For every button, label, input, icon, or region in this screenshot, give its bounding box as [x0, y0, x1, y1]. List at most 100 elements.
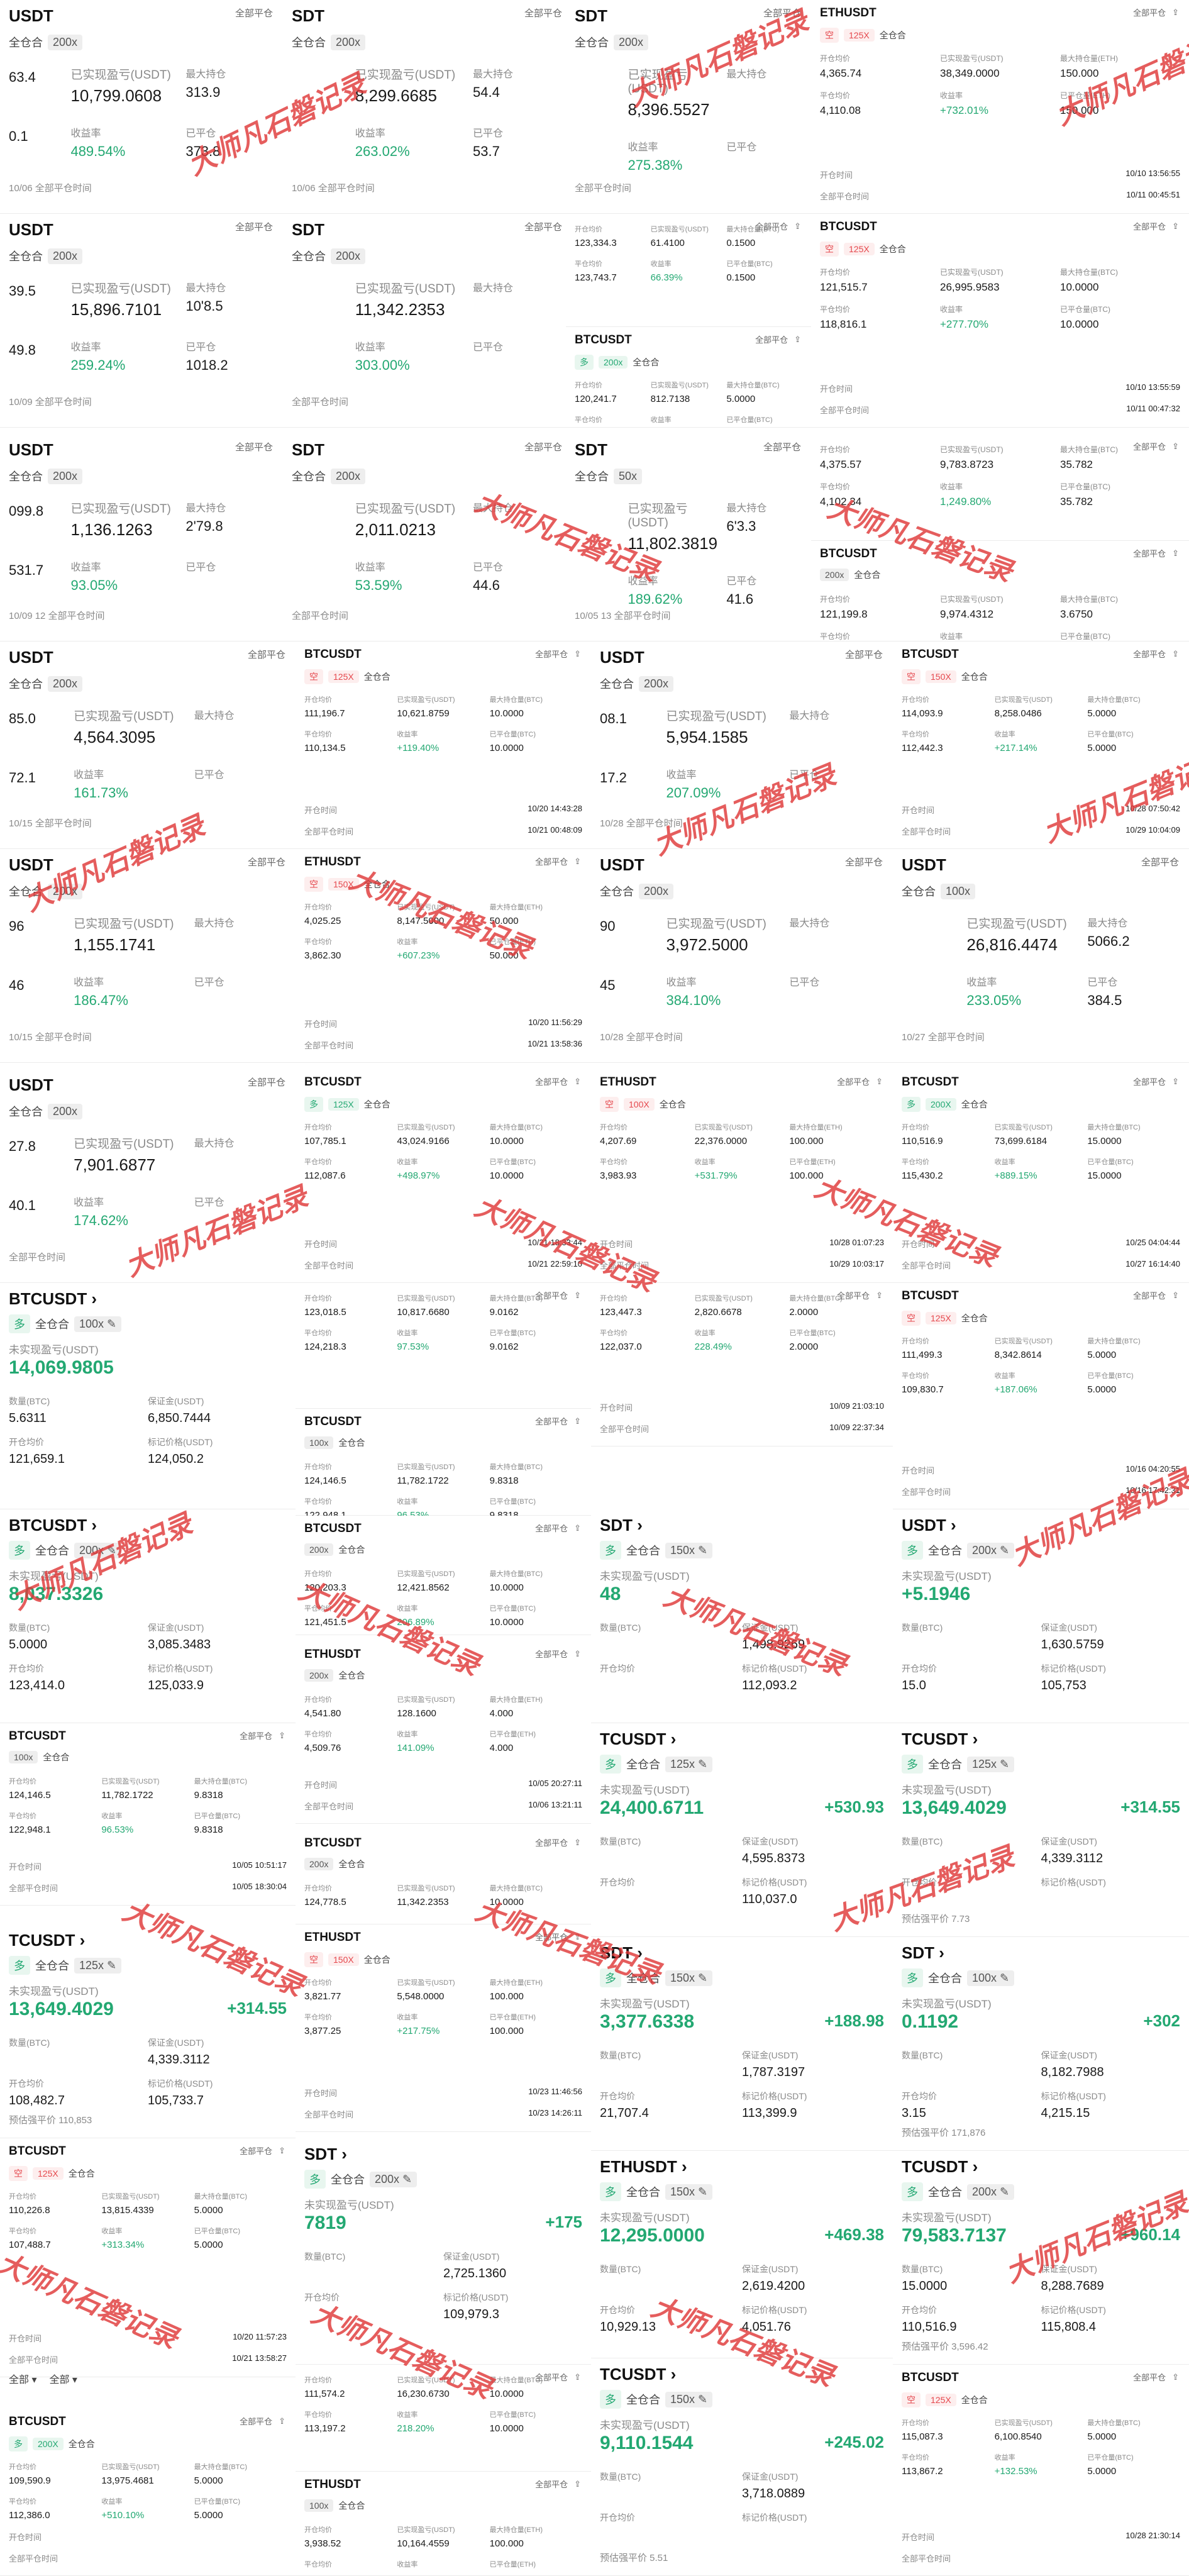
share-icon[interactable]: ⇪	[1172, 7, 1179, 17]
share-icon[interactable]: ⇪	[876, 1076, 883, 1086]
leverage-tag[interactable]: 200x ✎	[967, 2184, 1015, 2200]
full-close-link[interactable]: 全部平仓 ⇪	[240, 1729, 285, 1741]
full-close-link[interactable]: 全部平仓	[524, 8, 562, 19]
full-close-label[interactable]: 全部平仓	[1133, 222, 1166, 231]
share-icon[interactable]: ⇪	[574, 1931, 581, 1941]
leverage-tag[interactable]: 150x ✎	[665, 1970, 713, 1986]
full-close-link[interactable]: 全部平仓 ⇪	[1133, 648, 1179, 660]
full-close-label[interactable]: 全部平仓	[535, 1650, 568, 1659]
full-close-link[interactable]: 全部平仓 ⇪	[1133, 6, 1179, 18]
share-icon[interactable]: ⇪	[1172, 221, 1179, 231]
filter-all-dropdown-2[interactable]: 全部 ▾	[49, 2375, 77, 2385]
share-icon[interactable]: ⇪	[1172, 441, 1179, 451]
full-close-link[interactable]: 全部平仓	[235, 222, 273, 233]
full-close-link[interactable]: 全部平仓	[844, 857, 883, 868]
full-close-link[interactable]: 全部平仓 ⇪	[755, 220, 801, 232]
filter-all-dropdown[interactable]: 全部 ▾	[9, 2375, 37, 2385]
full-close-link[interactable]: 全部平仓 ⇪	[535, 1415, 581, 1427]
leverage-tag[interactable]: 150x ✎	[665, 1542, 713, 1558]
full-close-link[interactable]: 全部平仓 ⇪	[837, 1289, 883, 1301]
full-close-label[interactable]: 全部平仓	[535, 1838, 568, 1848]
full-close-link[interactable]: 全部平仓 ⇪	[1133, 2371, 1179, 2383]
share-icon[interactable]: ⇪	[574, 2372, 581, 2382]
share-icon[interactable]: ⇪	[1172, 1076, 1179, 1086]
full-close-label[interactable]: 全部平仓	[240, 1731, 273, 1741]
share-icon[interactable]: ⇪	[1172, 548, 1179, 558]
full-close-link[interactable]: 全部平仓 ⇪	[535, 1836, 581, 1848]
full-close-link[interactable]: 全部平仓 ⇪	[535, 2478, 581, 2490]
full-close-link[interactable]: 全部平仓 ⇪	[1133, 220, 1179, 232]
full-close-link[interactable]: 全部平仓	[844, 650, 883, 660]
full-close-label[interactable]: 全部平仓	[535, 1417, 568, 1426]
full-close-link[interactable]: 全部平仓 ⇪	[240, 2415, 285, 2427]
leverage-tag[interactable]: 200x ✎	[967, 1542, 1015, 1558]
full-close-link[interactable]: 全部平仓 ⇪	[535, 1931, 581, 1943]
share-icon[interactable]: ⇪	[574, 856, 581, 866]
full-close-link[interactable]: 全部平仓 ⇪	[1133, 547, 1179, 559]
full-close-link[interactable]: 全部平仓 ⇪	[535, 1648, 581, 1660]
full-close-label[interactable]: 全部平仓	[535, 2373, 568, 2382]
full-close-link[interactable]: 全部平仓	[524, 442, 562, 453]
share-icon[interactable]: ⇪	[876, 1290, 883, 1300]
full-close-link[interactable]: 全部平仓	[763, 442, 801, 453]
full-close-label[interactable]: 全部平仓	[535, 1933, 568, 1942]
full-close-link[interactable]: 全部平仓	[247, 857, 285, 868]
leverage-tag[interactable]: 150x ✎	[665, 2391, 713, 2407]
full-close-label[interactable]: 全部平仓	[1133, 8, 1166, 18]
share-icon[interactable]: ⇪	[574, 1290, 581, 1300]
share-icon[interactable]: ⇪	[1172, 648, 1179, 658]
share-icon[interactable]: ⇪	[574, 2479, 581, 2489]
full-close-label[interactable]: 全部平仓	[1133, 1077, 1166, 1087]
leverage-tag[interactable]: 200x ✎	[74, 1542, 122, 1558]
full-close-link[interactable]: 全部平仓 ⇪	[1133, 1075, 1179, 1087]
full-close-link[interactable]: 全部平仓	[247, 1077, 285, 1088]
full-close-label[interactable]: 全部平仓	[1133, 442, 1166, 452]
share-icon[interactable]: ⇪	[279, 1730, 285, 1740]
full-close-link[interactable]: 全部平仓	[524, 222, 562, 233]
full-close-label[interactable]: 全部平仓	[240, 2417, 273, 2426]
full-close-label[interactable]: 全部平仓	[755, 335, 788, 345]
full-close-link[interactable]: 全部平仓 ⇪	[755, 333, 801, 345]
leverage-tag[interactable]: 100x ✎	[74, 1316, 122, 1332]
full-close-label[interactable]: 全部平仓	[240, 2146, 273, 2156]
full-close-label[interactable]: 全部平仓	[535, 1291, 568, 1301]
full-close-label[interactable]: 全部平仓	[535, 2480, 568, 2489]
full-close-label[interactable]: 全部平仓	[1133, 650, 1166, 659]
share-icon[interactable]: ⇪	[794, 334, 801, 344]
full-close-link[interactable]: 全部平仓 ⇪	[837, 1075, 883, 1087]
full-close-label[interactable]: 全部平仓	[837, 1291, 870, 1301]
full-close-label[interactable]: 全部平仓	[535, 1524, 568, 1533]
full-close-label[interactable]: 全部平仓	[535, 650, 568, 659]
full-close-link[interactable]: 全部平仓 ⇪	[1133, 440, 1179, 452]
full-close-link[interactable]: 全部平仓 ⇪	[1133, 1289, 1179, 1301]
share-icon[interactable]: ⇪	[574, 648, 581, 658]
full-close-link[interactable]: 全部平仓	[1141, 857, 1179, 868]
share-icon[interactable]: ⇪	[1172, 1290, 1179, 1300]
full-close-link[interactable]: 全部平仓 ⇪	[240, 2145, 285, 2157]
share-icon[interactable]: ⇪	[574, 1076, 581, 1086]
full-close-link[interactable]: 全部平仓 ⇪	[535, 648, 581, 660]
share-icon[interactable]: ⇪	[1172, 2372, 1179, 2382]
leverage-tag[interactable]: 100x ✎	[967, 1970, 1015, 1986]
share-icon[interactable]: ⇪	[279, 2416, 285, 2426]
full-close-label[interactable]: 全部平仓	[755, 222, 788, 231]
full-close-label[interactable]: 全部平仓	[535, 1077, 568, 1087]
full-close-label[interactable]: 全部平仓	[535, 857, 568, 867]
full-close-label[interactable]: 全部平仓	[1133, 549, 1166, 558]
share-icon[interactable]: ⇪	[574, 1837, 581, 1847]
full-close-link[interactable]: 全部平仓 ⇪	[535, 1075, 581, 1087]
full-close-label[interactable]: 全部平仓	[1133, 2373, 1166, 2382]
share-icon[interactable]: ⇪	[574, 1416, 581, 1426]
full-close-link[interactable]: 全部平仓 ⇪	[535, 1289, 581, 1301]
full-close-link[interactable]: 全部平仓	[235, 8, 273, 19]
share-icon[interactable]: ⇪	[279, 2145, 285, 2155]
leverage-tag[interactable]: 150x ✎	[665, 2184, 713, 2200]
full-close-link[interactable]: 全部平仓	[235, 442, 273, 453]
share-icon[interactable]: ⇪	[794, 221, 801, 231]
share-icon[interactable]: ⇪	[574, 1648, 581, 1658]
full-close-link[interactable]: 全部平仓 ⇪	[535, 855, 581, 867]
full-close-label[interactable]: 全部平仓	[837, 1077, 870, 1087]
leverage-tag[interactable]: 125x ✎	[665, 1756, 713, 1772]
full-close-link[interactable]: 全部平仓 ⇪	[535, 2371, 581, 2383]
full-close-label[interactable]: 全部平仓	[1133, 1291, 1166, 1301]
